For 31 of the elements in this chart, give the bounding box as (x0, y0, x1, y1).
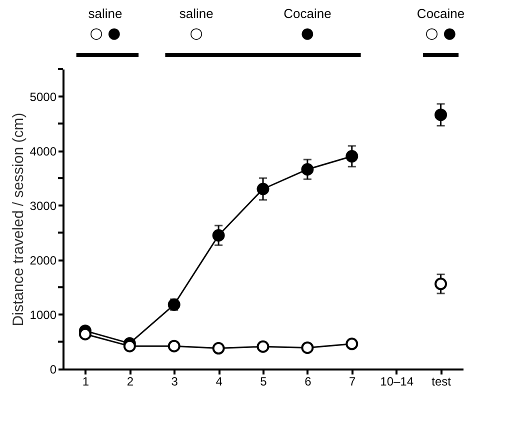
text: ● (300, 24, 314, 42)
point (346, 150, 358, 163)
x-tick-label: 3 (171, 374, 178, 388)
x-tick-label: 2 (126, 374, 134, 388)
text: ○ ● (90, 24, 121, 42)
y-axis-title: Distance traveled / session (cm) (10, 112, 27, 326)
text: Cocaine (416, 6, 465, 21)
x-tick-label: 5 (260, 374, 268, 388)
text: saline (179, 6, 214, 21)
y-tick-label: 2000 (30, 253, 57, 268)
text: ○ (190, 24, 203, 42)
x-tick-label: 1 (82, 374, 90, 388)
text: Cocaine (284, 6, 332, 21)
x-tick-label: test (432, 374, 452, 388)
point (256, 182, 270, 196)
x-tick-label: 10–14 (380, 374, 414, 388)
y-tick-label: 0 (50, 362, 57, 376)
y-tick-label: 4000 (30, 144, 57, 158)
y-tick-label: 3000 (30, 198, 57, 213)
x-tick-label: 7 (349, 374, 356, 388)
x-tick-label: 4 (216, 374, 223, 388)
text: ○ ● (425, 24, 456, 42)
point (212, 229, 225, 242)
y-tick-label: 1000 (30, 308, 57, 322)
y-tick-label: 5000 (30, 90, 57, 104)
point (168, 298, 180, 311)
text: saline (88, 6, 122, 21)
point (301, 163, 314, 176)
x-tick-label: 6 (304, 374, 312, 388)
point (434, 278, 448, 290)
point (434, 108, 448, 122)
